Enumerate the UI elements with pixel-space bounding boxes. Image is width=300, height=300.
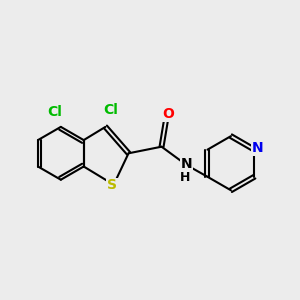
Text: N: N	[181, 157, 192, 170]
Text: Cl: Cl	[103, 103, 118, 117]
Text: S: S	[107, 178, 117, 192]
Text: O: O	[162, 107, 174, 121]
Text: Cl: Cl	[47, 105, 62, 119]
Text: N: N	[252, 141, 263, 155]
Text: H: H	[179, 171, 190, 184]
